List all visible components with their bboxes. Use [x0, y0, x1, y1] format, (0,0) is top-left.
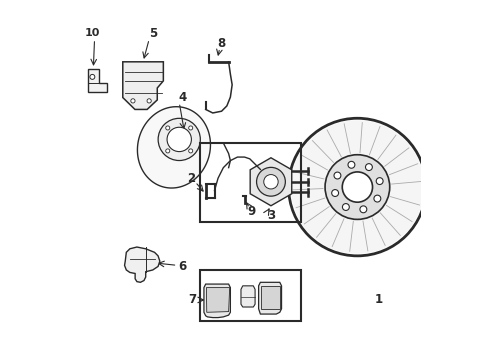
- Circle shape: [331, 190, 338, 197]
- Circle shape: [290, 120, 423, 254]
- Text: 10: 10: [84, 27, 100, 37]
- Circle shape: [375, 177, 382, 185]
- Polygon shape: [87, 69, 107, 92]
- Bar: [200, 143, 300, 222]
- Circle shape: [131, 99, 135, 103]
- Circle shape: [165, 126, 169, 130]
- Circle shape: [158, 118, 200, 161]
- Circle shape: [359, 206, 366, 213]
- Circle shape: [373, 195, 380, 202]
- Circle shape: [167, 127, 191, 152]
- Circle shape: [188, 149, 192, 153]
- Circle shape: [188, 126, 192, 130]
- Circle shape: [90, 75, 95, 79]
- Text: 3: 3: [266, 210, 274, 222]
- Polygon shape: [206, 288, 229, 312]
- Circle shape: [165, 149, 169, 153]
- Text: 1: 1: [374, 293, 382, 306]
- Polygon shape: [241, 286, 255, 307]
- Text: 9: 9: [247, 205, 255, 218]
- Polygon shape: [250, 158, 291, 206]
- Polygon shape: [137, 107, 210, 188]
- Circle shape: [342, 203, 348, 211]
- Polygon shape: [124, 247, 160, 282]
- Text: 2: 2: [187, 172, 195, 185]
- Polygon shape: [203, 284, 230, 318]
- Text: 5: 5: [148, 27, 157, 40]
- Circle shape: [325, 155, 389, 219]
- Circle shape: [365, 164, 371, 171]
- Text: 8: 8: [217, 37, 225, 50]
- Circle shape: [342, 172, 372, 202]
- Polygon shape: [258, 282, 281, 314]
- Text: 6: 6: [178, 260, 186, 273]
- Bar: [200, 270, 300, 321]
- Circle shape: [347, 161, 354, 168]
- Polygon shape: [261, 286, 279, 309]
- Circle shape: [263, 175, 278, 189]
- Text: 7: 7: [188, 293, 196, 306]
- Circle shape: [333, 172, 340, 179]
- Polygon shape: [122, 62, 163, 109]
- Circle shape: [256, 167, 285, 196]
- Text: 4: 4: [178, 91, 186, 104]
- Circle shape: [147, 99, 151, 103]
